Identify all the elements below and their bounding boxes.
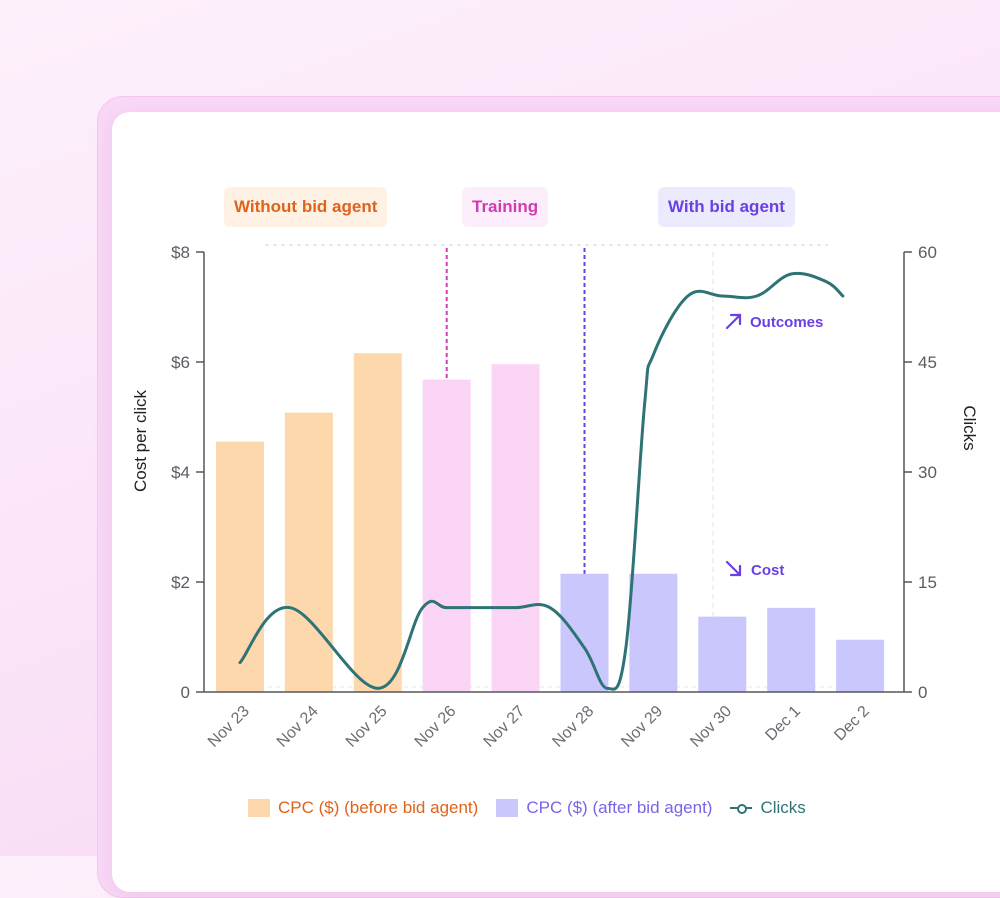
outcomes-annotation-label: Outcomes bbox=[750, 314, 823, 331]
x-tick-label: Nov 28 bbox=[549, 703, 597, 751]
bar-nov-24 bbox=[284, 412, 333, 692]
x-tick-label: Dec 1 bbox=[762, 703, 804, 745]
bar-nov-30 bbox=[698, 616, 747, 692]
x-tick-label: Nov 25 bbox=[343, 703, 391, 751]
legend-item-clicks[interactable]: Clicks bbox=[730, 798, 806, 818]
legend-label-cpc-after: CPC ($) (after bid agent) bbox=[526, 798, 713, 817]
arrow-up-right-icon bbox=[725, 313, 742, 330]
bar-nov-26 bbox=[422, 379, 471, 692]
y-left-tick-label: $2 bbox=[171, 573, 190, 592]
legend-swatch-cpc-after bbox=[496, 799, 519, 817]
legend-line-icon bbox=[730, 799, 753, 817]
legend-label-clicks: Clicks bbox=[760, 798, 806, 817]
y-left-tick-label: 0 bbox=[181, 683, 190, 702]
x-tick-label: Dec 2 bbox=[831, 703, 873, 745]
legend-item-cpc-after[interactable]: CPC ($) (after bid agent) bbox=[496, 798, 712, 818]
x-tick-label: Nov 23 bbox=[205, 703, 253, 751]
bar-nov-27 bbox=[491, 364, 540, 692]
arrow-down-right-icon bbox=[725, 560, 742, 577]
y-right-tick-label: 30 bbox=[918, 463, 937, 482]
bar-dec-1 bbox=[767, 607, 816, 692]
phase-label-without-bid-agent: Without bid agent bbox=[224, 187, 388, 227]
x-tick-label: Nov 29 bbox=[618, 703, 666, 751]
y-right-tick-label: 0 bbox=[918, 683, 927, 702]
phase-label-training: Training bbox=[462, 187, 549, 227]
x-tick-label: Nov 30 bbox=[687, 703, 735, 751]
bar-nov-25 bbox=[353, 353, 402, 692]
x-tick-label: Nov 24 bbox=[274, 703, 322, 751]
y-left-tick-label: $4 bbox=[171, 463, 190, 482]
bar-nov-29 bbox=[629, 573, 678, 692]
clicks-line bbox=[238, 271, 845, 691]
combo-chart: 0 $2 $4 $6 $8 0 15 30 45 60 Cost per click Clicks No… bbox=[131, 243, 979, 751]
y-left-axis-title: Cost per click bbox=[131, 389, 150, 492]
chart-legend: CPC ($) (before bid agent) CPC ($) (afte… bbox=[248, 798, 824, 818]
y-right-tick-label: 45 bbox=[918, 353, 937, 372]
y-right-tick-label: 60 bbox=[918, 243, 937, 262]
bar-nov-23 bbox=[216, 441, 264, 692]
legend-swatch-cpc-before bbox=[248, 799, 270, 817]
y-right-axis-title: Clicks bbox=[960, 405, 979, 450]
x-tick-label: Nov 26 bbox=[412, 703, 460, 751]
legend-label-cpc-before: CPC ($) (before bid agent) bbox=[278, 798, 479, 817]
x-tick-label: Nov 27 bbox=[481, 703, 529, 751]
cost-annotation-label: Cost bbox=[751, 562, 784, 579]
y-left-tick-label: $6 bbox=[171, 353, 190, 372]
phase-label-with-bid-agent: With bid agent bbox=[658, 187, 795, 227]
y-left-tick-label: $8 bbox=[171, 243, 190, 262]
bar-nov-28 bbox=[560, 573, 609, 692]
y-right-tick-label: 15 bbox=[918, 573, 937, 592]
bar-dec-2 bbox=[836, 639, 885, 692]
legend-item-cpc-before[interactable]: CPC ($) (before bid agent) bbox=[248, 798, 478, 818]
